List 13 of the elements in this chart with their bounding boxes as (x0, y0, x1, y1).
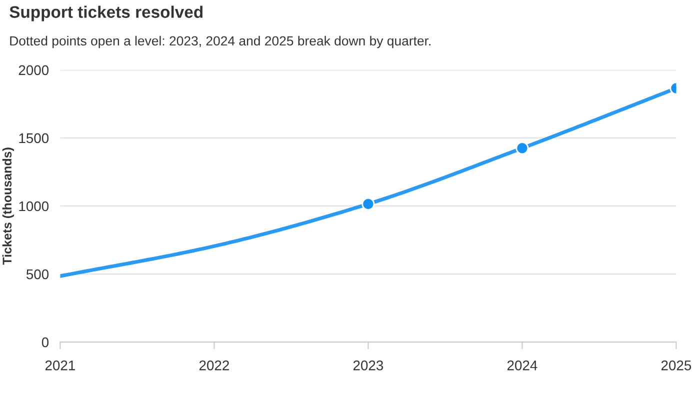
y-tick-label: 1500 (19, 133, 49, 144)
chart-title: Support tickets resolved (10, 6, 202, 22)
x-tick-label: 2021 (45, 360, 75, 370)
y-tick-label: 500 (26, 269, 49, 280)
y-tick-label: 1000 (19, 201, 49, 212)
x-tick-label: 2022 (199, 360, 229, 370)
y-axis-title: Tickets (thousands) (2, 148, 14, 265)
x-tick-label: 2023 (353, 360, 384, 370)
x-tick-label: 2024 (507, 360, 538, 370)
chart-subtitle: Dotted points open a level: 2023, 2024 and 2025 break down by quarter. (10, 36, 430, 48)
y-tick-label: 0 (42, 337, 49, 348)
x-tick-label: 2025 (661, 360, 692, 370)
y-tick-label: 2000 (18, 65, 49, 76)
